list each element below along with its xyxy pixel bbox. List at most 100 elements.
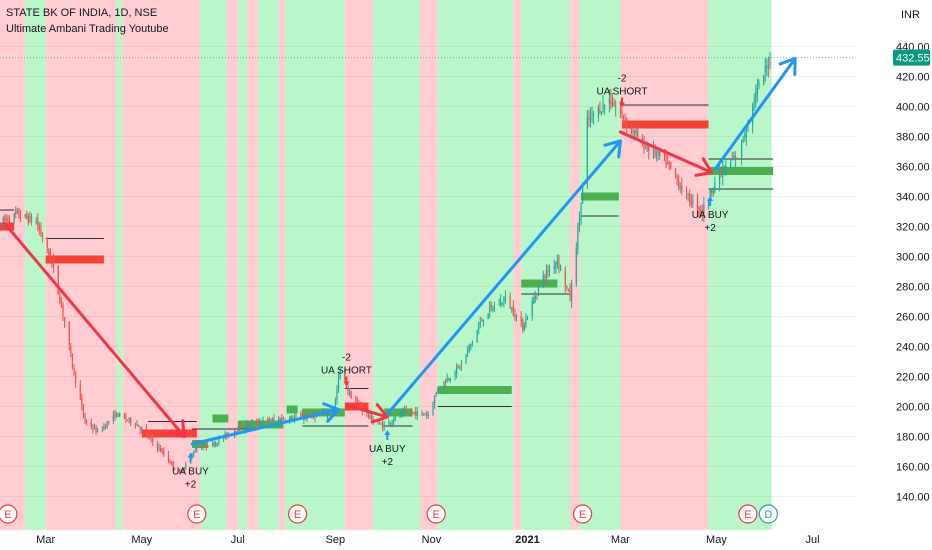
candle-body [756, 87, 758, 94]
background-band-bull [285, 0, 345, 530]
candle-body [723, 170, 725, 172]
candle-body [556, 260, 559, 264]
candle-body [115, 411, 118, 418]
candle-body [670, 162, 672, 169]
candle-body [542, 275, 544, 287]
candle-body [731, 159, 733, 161]
candle-body [350, 391, 352, 399]
candle-body [755, 92, 757, 105]
candle-body [555, 262, 557, 268]
buy-signal-count: +2 [185, 480, 197, 491]
candle-body [624, 121, 626, 123]
earnings-marker[interactable]: E [572, 504, 593, 524]
background-band-bull [521, 0, 570, 530]
candle-body [500, 300, 502, 307]
earnings-marker-circle [738, 504, 758, 524]
candle-body [663, 154, 666, 157]
candle-body [764, 66, 766, 73]
candle-body [185, 463, 187, 468]
price-tick-label: 200.00 [896, 402, 930, 414]
dividend-marker-circle [758, 504, 778, 524]
candle-body [630, 127, 633, 129]
background-band-bear [513, 0, 522, 530]
candle-body [148, 436, 151, 438]
trend-arrow-head [322, 402, 341, 423]
earnings-marker[interactable]: E [187, 504, 207, 524]
candle-body [490, 304, 492, 308]
candle-body [687, 193, 689, 195]
candle-body [134, 424, 137, 426]
candle-body [448, 379, 450, 381]
candle-body [753, 101, 755, 103]
price-tick-label: 400.00 [896, 102, 930, 114]
candle-body [690, 201, 692, 205]
candle-body [156, 442, 159, 449]
candle-body [703, 204, 705, 215]
candle-body [178, 469, 181, 473]
candle-body [559, 267, 562, 270]
candle-body [38, 225, 40, 230]
candle-body [339, 368, 341, 378]
candle-body [292, 417, 294, 420]
candle-body [674, 168, 677, 178]
candle-body [24, 214, 26, 217]
trend-arrows[interactable] [3, 57, 797, 446]
candle-body [356, 400, 359, 403]
candle-body [457, 365, 459, 367]
candle-body [468, 345, 470, 351]
earnings-marker[interactable]: E [0, 504, 18, 524]
candle-body [205, 442, 207, 447]
candle-body [667, 162, 669, 164]
candle-body [478, 326, 480, 330]
candle-body [534, 296, 536, 299]
last-price-label: 432.55 [896, 53, 930, 65]
time-axis[interactable]: Mar May Jul Sep Nov 2021 Mar May Jul [0, 530, 932, 550]
candle-body [734, 155, 736, 159]
candle-body [393, 420, 395, 423]
candle-body [300, 415, 302, 417]
candle-body [125, 415, 127, 420]
background-band-bear [344, 0, 374, 530]
candle-body [593, 114, 595, 116]
earnings-marker[interactable]: E [738, 504, 758, 524]
candle-body [112, 414, 114, 421]
candle-body [369, 415, 371, 418]
candle-body [635, 131, 637, 133]
candle-body [295, 415, 297, 418]
candle-body [730, 162, 732, 169]
candle-body [459, 366, 461, 368]
candle-body [126, 419, 129, 421]
candle-body [621, 110, 623, 115]
candle-body [637, 131, 639, 138]
short-signal-label: UA SHORT [321, 366, 372, 377]
candle-body [123, 414, 125, 418]
candle-body [273, 418, 275, 420]
background-band-bull [373, 0, 421, 530]
candle-body [4, 216, 6, 221]
candle-body [678, 179, 680, 188]
price-axis-background [855, 0, 932, 550]
candle-body [150, 436, 152, 439]
buy-signal-arrow [384, 430, 391, 440]
candle-body [51, 260, 53, 262]
candle-body [141, 428, 143, 430]
candle-body [240, 424, 242, 429]
buy-signal-arrow [707, 196, 714, 206]
candle-body [523, 325, 525, 330]
earnings-marker[interactable]: E [287, 504, 308, 524]
candle-body [336, 389, 338, 400]
earnings-marker[interactable]: E [426, 504, 446, 524]
time-tick-label: Jul [231, 534, 245, 546]
background-band-bear [226, 0, 238, 530]
price-grid [0, 46, 855, 497]
dividend-marker[interactable]: D [758, 504, 778, 524]
short-zone [45, 255, 104, 264]
candle-body [211, 442, 214, 446]
candle-body [758, 82, 760, 86]
candle-body [615, 107, 617, 109]
candle-body [161, 450, 163, 452]
